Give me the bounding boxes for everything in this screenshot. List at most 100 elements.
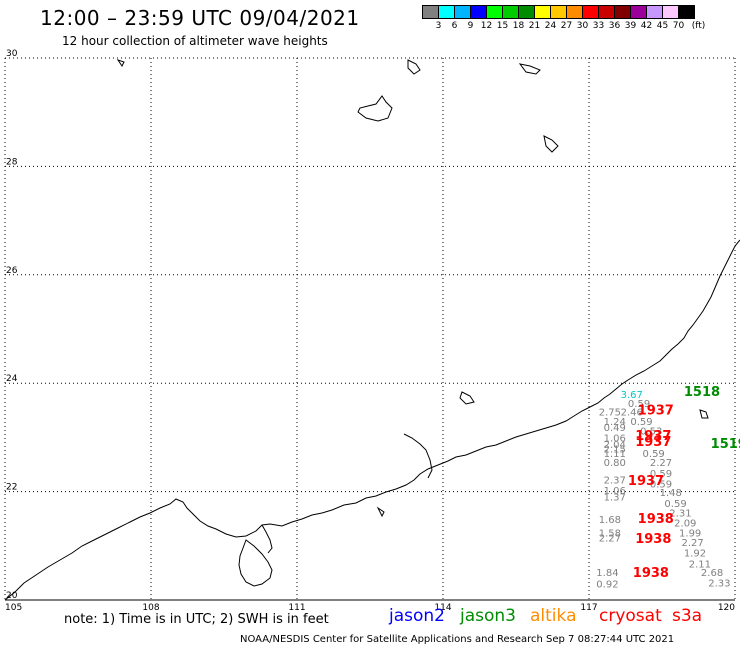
legend-labels: 3 6 9 12 15 18 21 24 27 30 33 36 39 42 45 70 (ft)	[422, 19, 706, 33]
wave-height-value: 1.99	[679, 529, 701, 540]
wave-height-value: 0.59	[650, 469, 672, 480]
pass-time-label: 1937	[628, 474, 664, 489]
pass-time-label: 1937	[638, 404, 674, 419]
wave-height-value: 2.27	[650, 458, 672, 469]
legend-label: 18	[512, 21, 525, 31]
lon-tick-label: 114	[434, 603, 451, 613]
lat-tick-label: 26	[6, 266, 18, 276]
map-subtitle: 12 hour collection of altimeter wave hei…	[62, 34, 328, 48]
wave-height-value: 1.48	[660, 488, 682, 499]
legend-label: 42	[640, 21, 653, 31]
lon-tick-label: 105	[5, 603, 22, 613]
legend-label: 24	[544, 21, 557, 31]
legend-color-boxes	[422, 5, 695, 19]
coastline-lake-1	[407, 59, 421, 75]
legend-label: 21	[528, 21, 541, 31]
wave-height-value: 0.59	[630, 417, 652, 428]
coastline-islands-north	[357, 95, 393, 122]
color-legend: 3 6 9 12 15 18 21 24 27 30 33 36 39 42 45 70 (ft)	[422, 5, 706, 33]
legend-label: 6	[451, 21, 458, 31]
wave-height-value: 3.67	[621, 390, 643, 401]
wave-height-value: 1.06	[604, 486, 626, 497]
wave-height-value: 2.11	[689, 559, 711, 570]
footer-credit: NOAA/NESDIS Center for Satellite Applica…	[240, 634, 675, 645]
legend-unit: (ft)	[691, 21, 706, 31]
legend-label: 27	[560, 21, 573, 31]
lon-tick-label: 108	[142, 603, 159, 613]
wave-height-value: 0.59	[628, 399, 650, 410]
wave-height-value: 1.37	[604, 492, 626, 503]
legend-label: 9	[467, 21, 474, 31]
pass-time-label: 1937	[635, 435, 671, 450]
pass-time-label: 1938	[635, 532, 671, 547]
wave-height-value: 2.68	[701, 568, 723, 579]
wave-height-value: 2.33	[708, 578, 730, 589]
footer-note: note: 1) Time is in UTC; 2) SWH is in fe…	[64, 612, 329, 627]
wave-height-value: 1.84	[596, 568, 618, 579]
coastline-leizhou	[261, 524, 273, 554]
pass-time-label: 1937	[635, 429, 671, 444]
legend-label: 30	[576, 21, 589, 31]
coastline-hainan	[238, 539, 273, 587]
lat-tick-label: 22	[6, 483, 17, 493]
wave-height-value: 2.37	[604, 475, 626, 486]
coastline-lake-2	[543, 135, 559, 153]
lon-tick-label: 117	[580, 603, 597, 613]
lat-tick-label: 24	[6, 374, 18, 384]
coastline-pearl-river	[403, 433, 433, 479]
legend-label: 70	[672, 21, 685, 31]
wave-height-value: 0.49	[604, 423, 626, 434]
satellite-jason2: jason2	[389, 606, 445, 626]
satellite-cryosat: cryosat	[599, 606, 662, 626]
wave-height-value: 2.46	[621, 408, 643, 419]
wave-height-value: 1.68	[599, 515, 621, 526]
satellite-altika: altika	[530, 606, 577, 626]
pass-time-label: 1519	[711, 437, 740, 452]
wave-observations: 3.670.592.75 2.461.24 0.590.49 0.531.062.04…	[596, 390, 730, 591]
satellite-pass-times: 151819371937193715191937193819381938	[628, 385, 740, 581]
wave-height-value: 0.53	[640, 427, 662, 438]
wave-height-value: 2.15	[604, 445, 626, 456]
wave-height-value: 0.80	[604, 458, 626, 469]
pass-time-label: 1938	[638, 512, 674, 527]
wave-height-value: 2.04	[604, 440, 626, 451]
coastline-island-east	[459, 391, 475, 405]
wave-height-value: 0.59	[643, 449, 665, 460]
wave-height-value: 1.11	[604, 449, 626, 460]
legend-label: 33	[592, 21, 605, 31]
coastline-mainland	[4, 239, 740, 601]
wave-height-value: 1.24	[604, 417, 626, 428]
lon-tick-label: 111	[288, 603, 305, 613]
wave-height-value: 1.06	[604, 434, 626, 445]
wave-height-value: 2.75	[599, 408, 621, 419]
wave-height-value: 2.27	[681, 538, 703, 549]
satellite-s3a: s3a	[672, 606, 703, 626]
legend-swatch	[678, 5, 695, 19]
wave-height-value: 2.09	[674, 518, 696, 529]
wave-height-value: 2.27	[599, 533, 621, 544]
coastline-lake-4	[116, 59, 125, 67]
wave-height-value: 0.59	[650, 479, 672, 490]
wave-height-value: 1.92	[684, 549, 706, 560]
wave-height-value: 0.59	[664, 499, 686, 510]
legend-label: 39	[624, 21, 637, 31]
legend-label: 12	[480, 21, 493, 31]
lon-tick-label: 120	[718, 603, 735, 613]
legend-label: 15	[496, 21, 509, 31]
lat-tick-label: 28	[6, 157, 18, 167]
legend-label: 36	[608, 21, 621, 31]
coastline-lake-3	[518, 63, 541, 75]
pass-time-label: 1518	[684, 385, 720, 400]
legend-label: 45	[656, 21, 669, 31]
pass-time-label: 1938	[633, 566, 669, 581]
map-title: 12:00 – 23:59 UTC 09/04/2021	[40, 6, 360, 30]
lat-tick-label: 30	[6, 49, 18, 59]
legend-label: 3	[435, 21, 442, 31]
wave-height-value: 0.92	[596, 580, 618, 591]
coastline	[4, 59, 740, 601]
map-grid: 105 108 111 114 117 120 30 28 26 24 22 20	[4, 49, 736, 613]
satellite-jason3: jason3	[460, 606, 516, 626]
lat-tick-label: 20	[6, 591, 18, 601]
coastline-offshore-2	[699, 409, 709, 419]
